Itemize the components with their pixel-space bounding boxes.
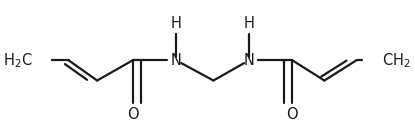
Text: N: N <box>244 53 255 68</box>
Text: N: N <box>171 53 181 68</box>
Text: H: H <box>244 16 255 31</box>
Text: O: O <box>127 107 139 122</box>
Text: CH$_2$: CH$_2$ <box>382 51 410 70</box>
Text: H$_2$C: H$_2$C <box>3 51 33 70</box>
Text: O: O <box>286 107 298 122</box>
Text: H: H <box>171 16 181 31</box>
